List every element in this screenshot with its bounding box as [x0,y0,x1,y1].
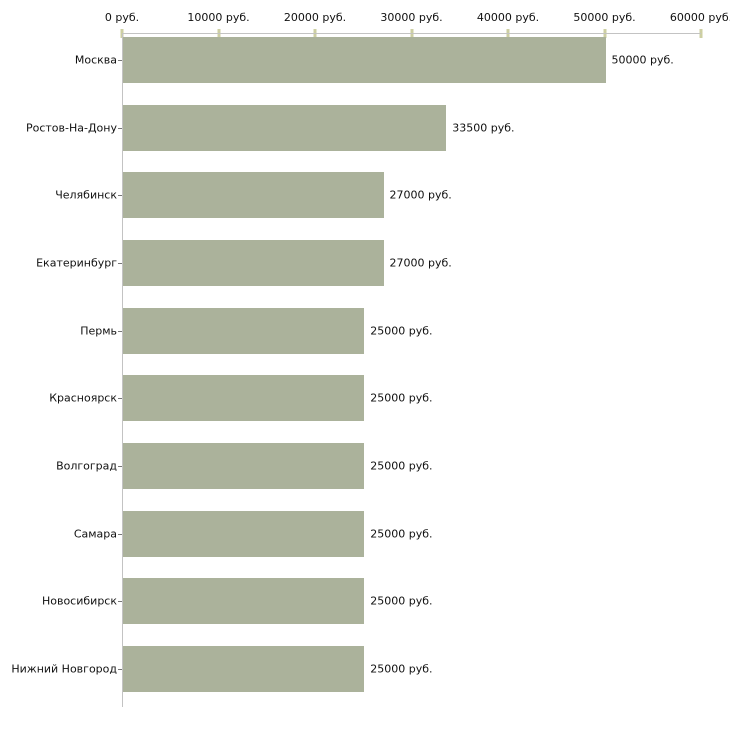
x-axis-tick-label: 50000 руб. [573,11,636,24]
category-label: Волгоград [56,459,117,473]
x-axis-tick-mark [699,29,703,38]
bar [123,37,606,83]
category-tick-mark [118,195,122,197]
x-axis-tick-label: 10000 руб. [187,11,250,24]
value-label: 25000 руб. [370,662,433,676]
bar [123,307,365,354]
bar [123,240,384,286]
x-axis-line [122,33,701,34]
x-axis-tick-label: 30000 руб. [380,11,443,24]
category-label: Самара [73,527,117,541]
value-label: 27000 руб. [389,188,452,202]
value-label: 25000 руб. [370,324,433,338]
category-tick-mark [118,60,122,61]
value-label: 25000 руб. [370,459,433,473]
value-label: 25000 руб. [370,594,433,608]
category-tick-mark [118,127,122,129]
bar [123,375,365,422]
category-tick-mark [118,466,122,468]
x-axis-tick-label: 40000 руб. [476,11,540,24]
value-label: 25000 руб. [370,527,433,541]
value-label: 27000 руб. [389,256,452,270]
value-label: 33500 руб. [452,121,515,135]
category-tick-mark [118,669,122,671]
bar [123,172,384,219]
bar [123,443,365,490]
bar [123,646,365,693]
bar [123,104,447,151]
category-label: Нижний Новгород [11,662,117,676]
category-label: Москва [74,53,117,67]
y-axis-line [122,33,123,707]
x-axis-tick-label: 0 руб. [104,11,140,24]
category-label: Новосибирск [41,594,117,608]
bar [123,510,365,557]
category-tick-mark [118,263,122,264]
x-axis-tick-label: 60000 руб. [669,11,730,24]
value-label: 25000 руб. [370,391,433,405]
category-label: Красноярск [49,391,117,405]
category-label: Екатеринбург [36,256,117,270]
category-label: Челябинск [55,188,117,202]
category-tick-mark [118,601,122,603]
category-label: Пермь [80,324,117,338]
category-tick-mark [118,398,122,400]
x-axis-tick-label: 20000 руб. [283,11,347,24]
bar [123,578,365,625]
value-label: 50000 руб. [611,53,674,67]
category-tick-mark [118,330,122,332]
category-tick-mark [118,533,122,535]
category-label: Ростов-На-Дону [25,121,117,135]
